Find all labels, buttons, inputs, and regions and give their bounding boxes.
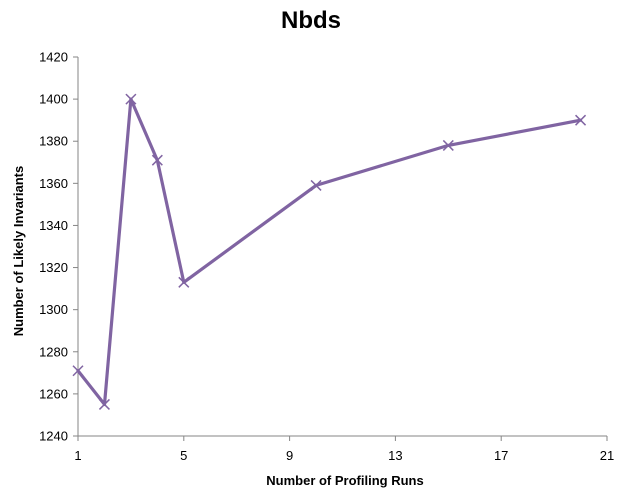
data-point-marker: [575, 114, 587, 126]
y-axis-title: Number of Likely Invariants: [11, 166, 26, 337]
data-point-marker: [98, 398, 110, 410]
y-tick-label: 1300: [39, 302, 68, 317]
marker-stroke: [310, 179, 322, 191]
y-tick-label: 1380: [39, 134, 68, 149]
marker-stroke: [98, 398, 110, 410]
y-tick-label: 1240: [39, 429, 68, 444]
marker-stroke: [442, 139, 454, 151]
y-axis: 1240 1260 1280 1300 1320 1340 1360 1380 1400 1420: [39, 50, 79, 444]
data-point-marker: [125, 93, 137, 105]
marker-stroke: [72, 365, 84, 377]
x-tick-label: 17: [494, 448, 508, 463]
data-point-marker: [310, 179, 322, 191]
x-tick-label: 5: [180, 448, 187, 463]
y-tick-label: 1280: [39, 344, 68, 359]
series-markers: [72, 93, 587, 410]
y-tick-label: 1400: [39, 92, 68, 107]
x-axis: 1 5 9 13 17 21: [74, 435, 614, 463]
y-tick-label: 1360: [39, 176, 68, 191]
x-tick-label: 13: [388, 448, 402, 463]
x-tick-label: 1: [74, 448, 81, 463]
marker-stroke: [178, 276, 190, 288]
data-point-marker: [72, 365, 84, 377]
data-point-marker: [151, 154, 163, 166]
y-tick-label: 1340: [39, 218, 68, 233]
y-tick-label: 1420: [39, 50, 68, 65]
marker-stroke: [125, 93, 137, 105]
series-line-path: [76, 97, 583, 406]
marker-stroke: [575, 114, 587, 126]
data-point-marker: [178, 276, 190, 288]
x-tick-label: 9: [286, 448, 293, 463]
series-line: [76, 97, 583, 406]
data-point-marker: [442, 139, 454, 151]
y-tick-label: 1260: [39, 386, 68, 401]
x-tick-label: 21: [600, 448, 614, 463]
marker-stroke: [151, 154, 163, 166]
x-axis-title: Number of Profiling Runs: [266, 473, 423, 488]
y-tick-label: 1320: [39, 260, 68, 275]
chart-title: Nbds: [281, 7, 341, 34]
